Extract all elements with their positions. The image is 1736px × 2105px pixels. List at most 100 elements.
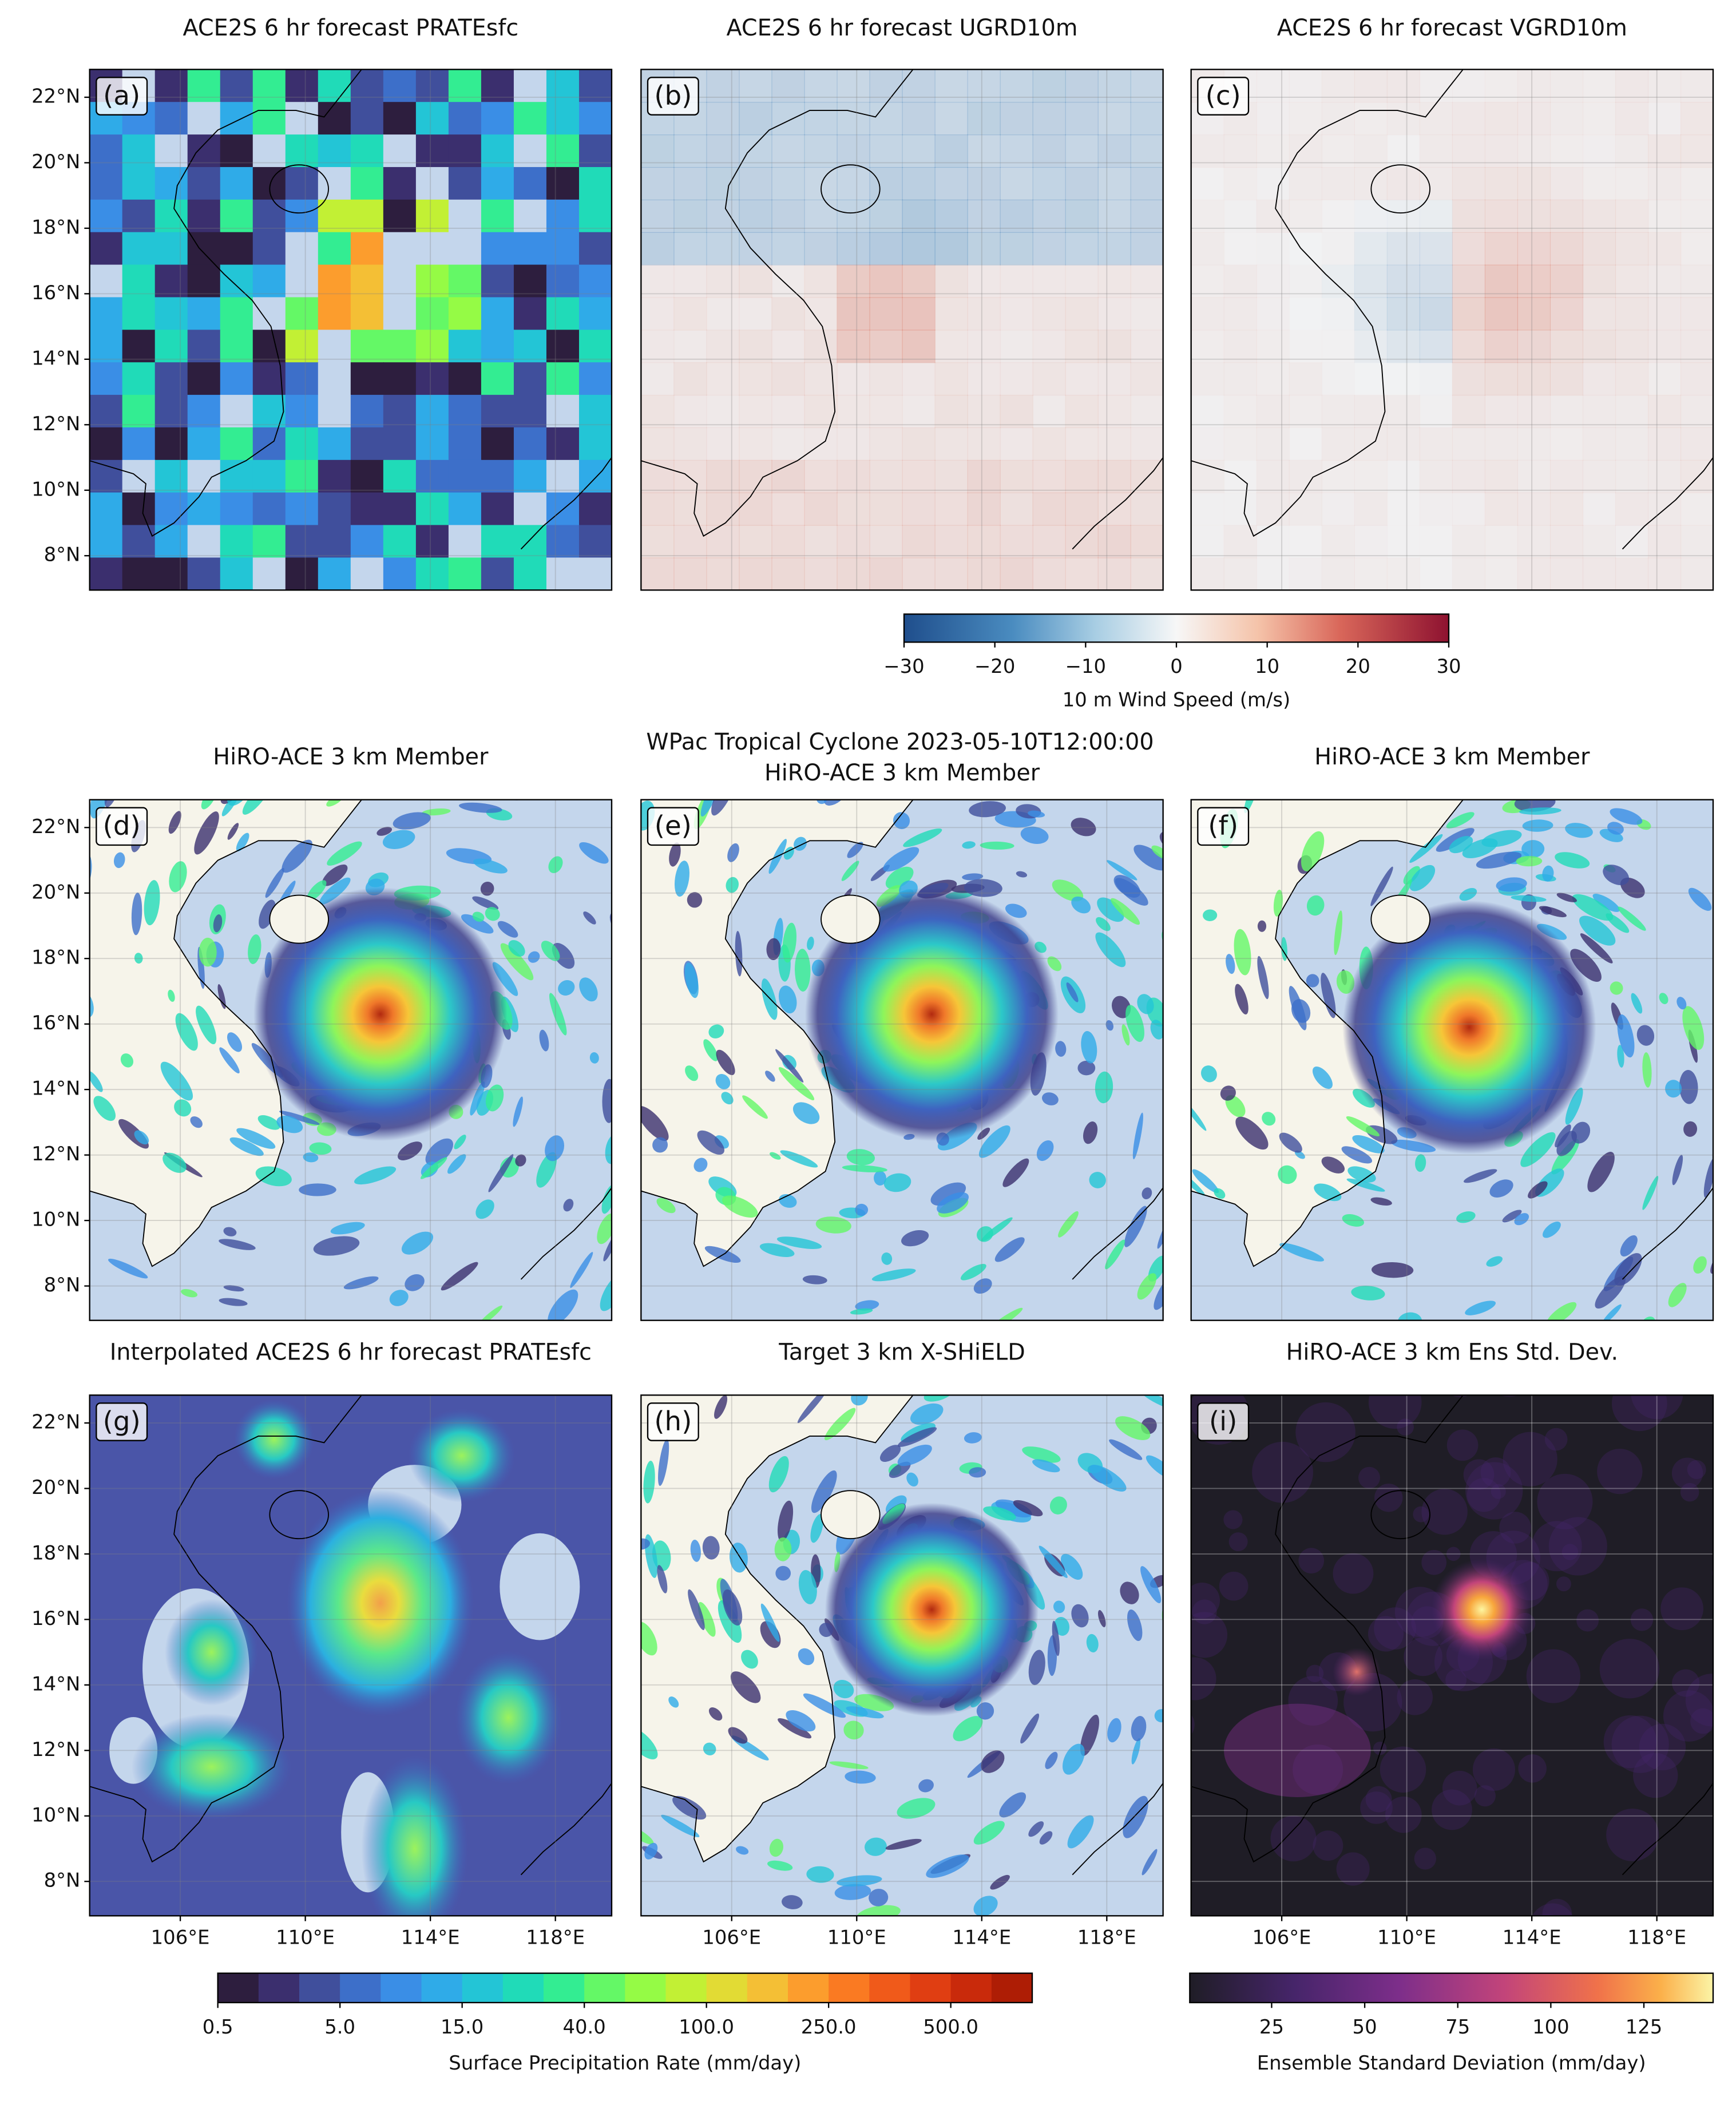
map-cell <box>967 492 1001 526</box>
std-haze <box>1499 1512 1531 1544</box>
rain-band <box>1715 1163 1730 1188</box>
rain-band <box>508 939 525 957</box>
rain-band <box>58 981 73 1000</box>
map-cell <box>89 557 123 590</box>
rain-band <box>574 750 599 768</box>
map-cell <box>1130 557 1163 590</box>
coastline <box>89 799 362 1267</box>
rain-band <box>1555 1124 1571 1148</box>
rain-band <box>447 1154 466 1174</box>
lon-tick-label: 106°E <box>1253 1926 1311 1949</box>
map-panel: 106°E 110°E 114°E 118°E(h)Target 3 km X-SHi… <box>640 1319 1164 1949</box>
colorbar-segment <box>625 1973 667 2003</box>
map-cell <box>448 199 482 233</box>
map-cell <box>1387 460 1420 493</box>
rain-band <box>1572 894 1614 921</box>
map-cell <box>220 264 253 298</box>
rain-band <box>1682 1006 1705 1050</box>
map-cell <box>383 102 417 136</box>
rain-band <box>1142 1849 1158 1876</box>
std-haze <box>1368 1616 1404 1652</box>
lat-tick-label: 10°N <box>31 1208 80 1231</box>
panel-label: (d) <box>103 811 141 842</box>
map-cell <box>934 232 968 265</box>
rain-band <box>1522 819 1553 832</box>
map-cell <box>1484 362 1519 396</box>
std-haze <box>1404 1637 1442 1676</box>
panel-label-box <box>96 1402 148 1441</box>
rain-band <box>1226 954 1235 974</box>
map-cell <box>1452 395 1486 429</box>
rain-band <box>874 1171 886 1186</box>
map-cell <box>154 102 188 136</box>
rain-band <box>552 943 575 969</box>
map-cell <box>383 362 417 396</box>
map-cell <box>1257 525 1290 558</box>
rain-band <box>897 1444 932 1466</box>
rain-band <box>1039 1545 1068 1578</box>
map-cell <box>1419 297 1453 331</box>
map-cell <box>641 232 675 265</box>
rain-band <box>652 1137 668 1153</box>
map-cell <box>89 427 123 461</box>
rain-band <box>1558 726 1569 735</box>
map-cell <box>804 557 838 590</box>
map-cell <box>1097 69 1131 103</box>
panel-frame <box>1190 799 1714 1321</box>
map-cell <box>1191 134 1224 168</box>
map-cell <box>383 525 417 558</box>
map-cell <box>252 395 286 429</box>
map-cell <box>934 525 968 558</box>
std-haze <box>1219 1571 1249 1601</box>
map-cell <box>739 102 772 136</box>
map-image <box>89 1395 612 1916</box>
map-cell <box>350 330 385 363</box>
map-cell <box>1517 362 1551 396</box>
map-cell <box>1680 167 1713 200</box>
rain-band <box>647 1379 659 1394</box>
std-haze <box>1414 1848 1436 1870</box>
map-cell <box>122 199 156 233</box>
map-cell <box>285 69 319 103</box>
map-cell <box>481 395 515 429</box>
map-cell <box>1452 493 1485 526</box>
rain-band <box>1089 1172 1106 1188</box>
map-cell <box>1420 362 1453 395</box>
map-cell <box>383 330 417 363</box>
rain-band <box>497 921 518 938</box>
std-haze <box>1298 1548 1325 1574</box>
std-haze <box>1672 1669 1700 1697</box>
map-cell <box>1517 297 1551 331</box>
map-cell <box>154 459 188 493</box>
map-cell <box>1224 460 1257 493</box>
map-cell <box>1257 167 1290 200</box>
rain-band <box>769 1838 783 1857</box>
rain-band <box>131 892 142 935</box>
rain-band <box>688 1589 705 1630</box>
map-cell <box>1386 557 1420 590</box>
map-cell <box>1065 525 1099 558</box>
map-cell <box>252 459 286 493</box>
map-cell <box>318 69 351 103</box>
rain-band <box>843 1721 864 1740</box>
rain-band <box>548 1289 578 1321</box>
map-cell <box>578 492 612 526</box>
rain-band <box>1111 1319 1128 1339</box>
rain-band <box>768 1456 789 1493</box>
map-cell <box>1224 232 1257 265</box>
rain-band <box>1032 1459 1060 1473</box>
colorbar <box>1189 1972 1714 2004</box>
map-cell <box>220 395 253 429</box>
map-cell <box>1517 395 1551 429</box>
map-cell <box>481 492 515 526</box>
rain-band <box>845 1770 876 1784</box>
map-cell <box>902 427 936 461</box>
rain-band <box>584 731 629 762</box>
map-cell <box>1354 167 1388 200</box>
map-cell <box>122 134 156 168</box>
colorbar-segment <box>706 1973 748 2003</box>
map-cell <box>481 362 515 396</box>
rain-band <box>315 1365 357 1383</box>
map-cell <box>1130 199 1163 233</box>
rain-band <box>918 1779 934 1793</box>
